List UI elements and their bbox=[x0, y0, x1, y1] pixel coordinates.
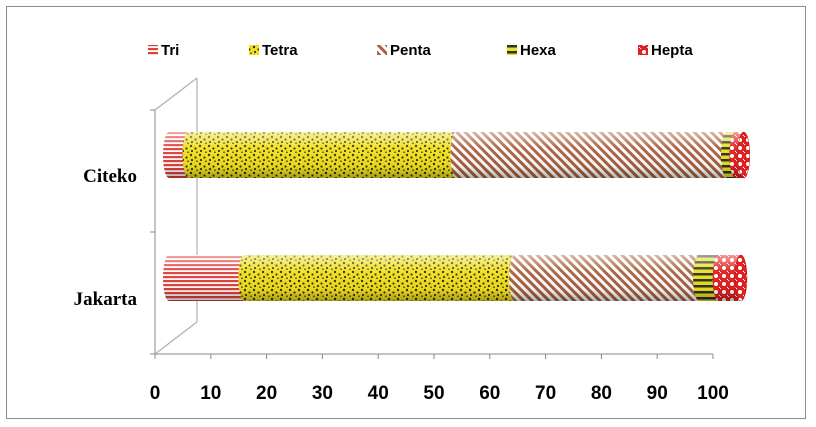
legend-item-tetra: Tetra bbox=[249, 42, 298, 59]
legend-item-hexa: Hexa bbox=[507, 42, 557, 59]
x-tick-label: 60 bbox=[479, 383, 500, 404]
bar-segment-penta-jakarta bbox=[508, 255, 706, 301]
x-tick-label: 50 bbox=[423, 383, 444, 404]
legend-swatch bbox=[249, 45, 259, 55]
legend-item-tri: Tri bbox=[148, 42, 179, 59]
legend-label: Hexa bbox=[520, 42, 557, 59]
bar-shade bbox=[238, 255, 521, 301]
wall-bottom-edge bbox=[154, 321, 198, 355]
x-tick-label: 80 bbox=[591, 383, 612, 404]
x-tick-label: 100 bbox=[697, 383, 729, 404]
wall-top-edge bbox=[154, 77, 198, 111]
bar-shade bbox=[182, 132, 463, 178]
category-label: Jakarta bbox=[74, 289, 138, 310]
x-tick-label: 0 bbox=[150, 383, 161, 404]
legend-swatch bbox=[638, 45, 648, 55]
legend-label: Penta bbox=[390, 42, 432, 59]
x-tick-label: 90 bbox=[647, 383, 668, 404]
bar-segment-tetra-citeko bbox=[182, 132, 463, 178]
x-tick-label: 30 bbox=[312, 383, 333, 404]
bar-shade bbox=[508, 255, 706, 301]
bar-segment-tetra-jakarta bbox=[238, 255, 521, 301]
bar-shade bbox=[450, 132, 733, 178]
legend-swatch bbox=[148, 45, 158, 55]
legend-swatch bbox=[377, 45, 387, 55]
x-tick-label: 70 bbox=[535, 383, 556, 404]
bar-segment-tri-jakarta bbox=[163, 255, 251, 301]
bars-group bbox=[163, 131, 750, 302]
x-tick-label: 10 bbox=[200, 383, 221, 404]
category-labels: Citeko Jakarta bbox=[74, 166, 138, 310]
chart-frame bbox=[6, 6, 806, 419]
bar-end-cap-jakarta bbox=[734, 254, 748, 302]
x-tick-label: 20 bbox=[256, 383, 277, 404]
tick-labels: 0 10 20 30 40 50 60 70 80 90 100 bbox=[150, 383, 729, 404]
x-tick-label: 40 bbox=[368, 383, 389, 404]
category-label: Citeko bbox=[83, 166, 137, 187]
legend-swatch bbox=[507, 45, 517, 55]
axes-group bbox=[150, 77, 714, 359]
bar-shade bbox=[163, 255, 251, 301]
legend-item-penta: Penta bbox=[377, 42, 432, 59]
legend: Tri Tetra Penta Hexa Hepta bbox=[148, 42, 693, 59]
legend-label: Tetra bbox=[262, 42, 298, 59]
legend-label: Hepta bbox=[651, 42, 693, 59]
legend-item-hepta: Hepta bbox=[638, 42, 693, 59]
bar-end-cap-citeko bbox=[737, 131, 750, 179]
legend-label: Tri bbox=[161, 42, 179, 59]
bar-segment-penta-citeko bbox=[450, 132, 733, 178]
